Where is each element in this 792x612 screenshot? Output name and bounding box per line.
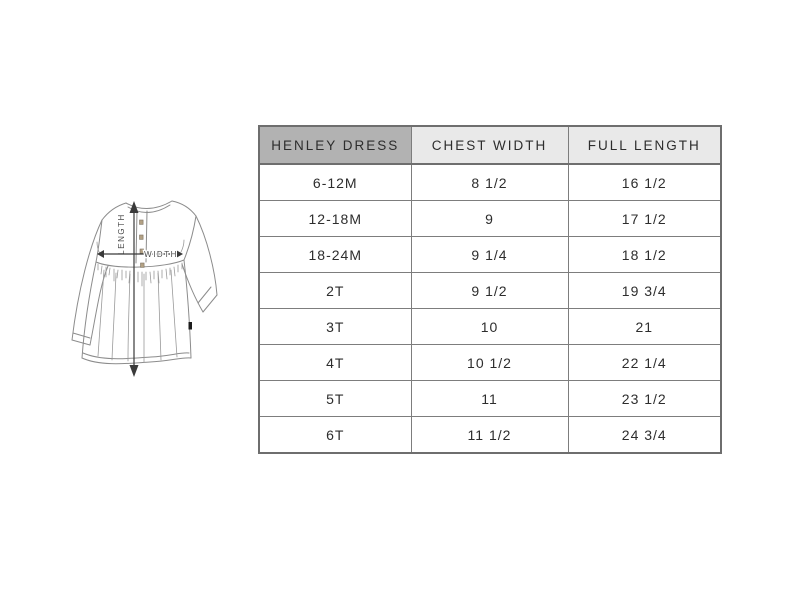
cell-chest-width: 10 1/2	[410, 344, 569, 381]
cell-full-length: 23 1/2	[567, 380, 722, 417]
cell-full-length: 17 1/2	[567, 200, 722, 237]
cell-size: 12-18M	[258, 200, 412, 237]
cell-full-length: 22 1/4	[567, 344, 722, 381]
table-row: 18-24M 9 1/4 18 1/2	[258, 236, 722, 273]
cell-full-length: 21	[567, 308, 722, 345]
waist-gathers	[97, 262, 183, 287]
cell-full-length: 24 3/4	[567, 416, 722, 454]
cell-full-length: 16 1/2	[567, 163, 722, 201]
cell-chest-width: 8 1/2	[410, 163, 569, 201]
table-row: 12-18M 9 17 1/2	[258, 200, 722, 237]
size-chart-table: HENLEY DRESS CHEST WIDTH FULL LENGTH 6-1…	[258, 125, 722, 454]
cell-chest-width: 9 1/2	[410, 272, 569, 309]
cell-chest-width: 11 1/2	[410, 416, 569, 454]
cell-size: 6-12M	[258, 163, 412, 201]
dress-illustration: LENGTH WIDTH	[60, 190, 235, 388]
skirt-drape-lines	[96, 239, 185, 363]
length-label: LENGTH	[117, 213, 126, 254]
cell-chest-width: 9 1/4	[410, 236, 569, 273]
header-cell-chest-width: CHEST WIDTH	[410, 125, 569, 165]
cell-size: 6T	[258, 416, 412, 454]
cell-chest-width: 9	[410, 200, 569, 237]
cell-size: 18-24M	[258, 236, 412, 273]
header-row: HENLEY DRESS CHEST WIDTH FULL LENGTH	[258, 125, 722, 165]
cell-full-length: 19 3/4	[567, 272, 722, 309]
header-cell-product: HENLEY DRESS	[258, 125, 412, 165]
cell-full-length: 18 1/2	[567, 236, 722, 273]
cell-size: 2T	[258, 272, 412, 309]
width-arrow	[97, 250, 183, 258]
dress-outline	[71, 200, 218, 365]
width-label: WIDTH	[144, 250, 178, 259]
side-tag	[188, 322, 192, 330]
dress-sketch: LENGTH WIDTH	[71, 200, 218, 377]
cell-size: 5T	[258, 380, 412, 417]
table-row: 6T 11 1/2 24 3/4	[258, 416, 722, 454]
cell-size: 4T	[258, 344, 412, 381]
cell-size: 3T	[258, 308, 412, 345]
cell-chest-width: 11	[410, 380, 569, 417]
table-row: 2T 9 1/2 19 3/4	[258, 272, 722, 309]
table-row: 5T 11 23 1/2	[258, 380, 722, 417]
table-row: 6-12M 8 1/2 16 1/2	[258, 163, 722, 201]
cell-chest-width: 10	[410, 308, 569, 345]
length-arrow	[129, 201, 139, 377]
header-cell-full-length: FULL LENGTH	[567, 125, 722, 165]
table-row: 4T 10 1/2 22 1/4	[258, 344, 722, 381]
placket-buttons	[139, 219, 145, 268]
table-row: 3T 10 21	[258, 308, 722, 345]
